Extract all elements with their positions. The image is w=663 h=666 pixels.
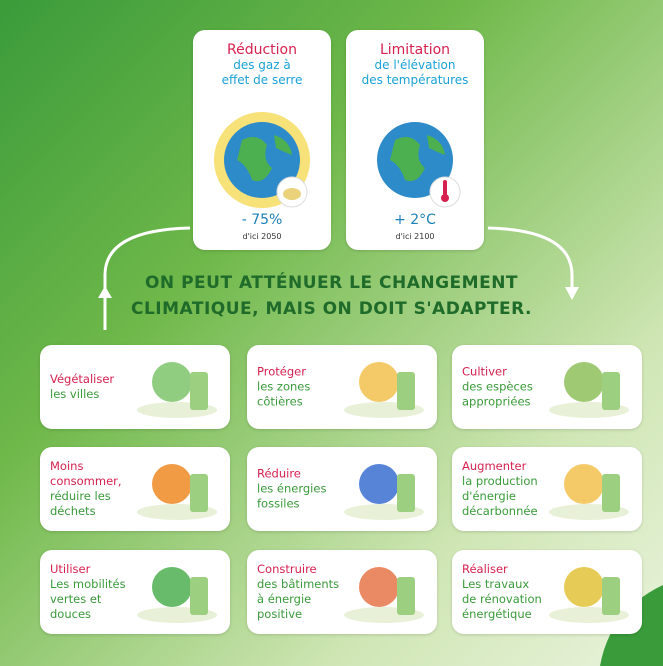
action-object: douces bbox=[50, 607, 126, 622]
action-verb: Moins bbox=[50, 459, 122, 474]
illustration bbox=[339, 352, 429, 422]
goal-title: Réduction bbox=[193, 42, 331, 58]
illustration bbox=[544, 454, 634, 524]
goal-subtitle: des températures bbox=[346, 73, 484, 88]
action-object: Les mobilités bbox=[50, 577, 126, 592]
action-verb: Protéger bbox=[257, 365, 310, 380]
illustration bbox=[132, 454, 222, 524]
globe bbox=[365, 110, 465, 210]
action-object: des bâtiments bbox=[257, 577, 339, 592]
action-object: les zones bbox=[257, 380, 310, 395]
action-object: appropriées bbox=[462, 395, 533, 410]
action-verb: consommer, bbox=[50, 474, 122, 489]
headline: ON PEUT ATTÉNUER LE CHANGEMENT CLIMATIQU… bbox=[0, 270, 663, 322]
action-verb: Réduire bbox=[257, 467, 326, 482]
action-object: Les travaux bbox=[462, 577, 542, 592]
headline-line: ON PEUT ATTÉNUER LE CHANGEMENT bbox=[0, 270, 663, 296]
illustration bbox=[544, 557, 634, 627]
globe bbox=[212, 110, 312, 210]
illustration bbox=[544, 352, 634, 422]
action-object: d'énergie bbox=[462, 489, 538, 504]
action-object: fossiles bbox=[257, 497, 326, 512]
action-object: positive bbox=[257, 607, 339, 622]
headline-line: CLIMATIQUE, MAIS ON DOIT S'ADAPTER. bbox=[0, 296, 663, 322]
action-object: déchets bbox=[50, 504, 122, 519]
action-object: réduire les bbox=[50, 489, 122, 504]
goal-title: Limitation bbox=[346, 42, 484, 58]
action-object: les villes bbox=[50, 387, 114, 402]
action-object: côtières bbox=[257, 395, 310, 410]
action-object: énergétique bbox=[462, 607, 542, 622]
action-object: de rénovation bbox=[462, 592, 542, 607]
action-verb: Réaliser bbox=[462, 562, 542, 577]
goal-subtitle: effet de serre bbox=[193, 73, 331, 88]
goal-value: - 75% bbox=[193, 212, 331, 228]
action-object: les énergies bbox=[257, 482, 326, 497]
action-verb: Utiliser bbox=[50, 562, 126, 577]
illustration bbox=[339, 454, 429, 524]
goal-deadline: d'ici 2050 bbox=[193, 232, 331, 241]
goal-value: + 2°C bbox=[346, 212, 484, 228]
goal-subtitle: des gaz à bbox=[193, 58, 331, 73]
illustration bbox=[132, 352, 222, 422]
action-object: vertes et bbox=[50, 592, 126, 607]
action-object: à énergie bbox=[257, 592, 339, 607]
action-object: décarbonnée bbox=[462, 504, 538, 519]
goal-subtitle: de l'élévation bbox=[346, 58, 484, 73]
action-verb: Augmenter bbox=[462, 459, 538, 474]
action-object: la production bbox=[462, 474, 538, 489]
goal-deadline: d'ici 2100 bbox=[346, 232, 484, 241]
action-object: des espèces bbox=[462, 380, 533, 395]
infographic: Réductiondes gaz àeffet de serre - 75% d'… bbox=[0, 0, 663, 666]
action-verb: Végétaliser bbox=[50, 372, 114, 387]
illustration bbox=[339, 557, 429, 627]
action-verb: Cultiver bbox=[462, 365, 533, 380]
action-verb: Construire bbox=[257, 562, 339, 577]
illustration bbox=[132, 557, 222, 627]
